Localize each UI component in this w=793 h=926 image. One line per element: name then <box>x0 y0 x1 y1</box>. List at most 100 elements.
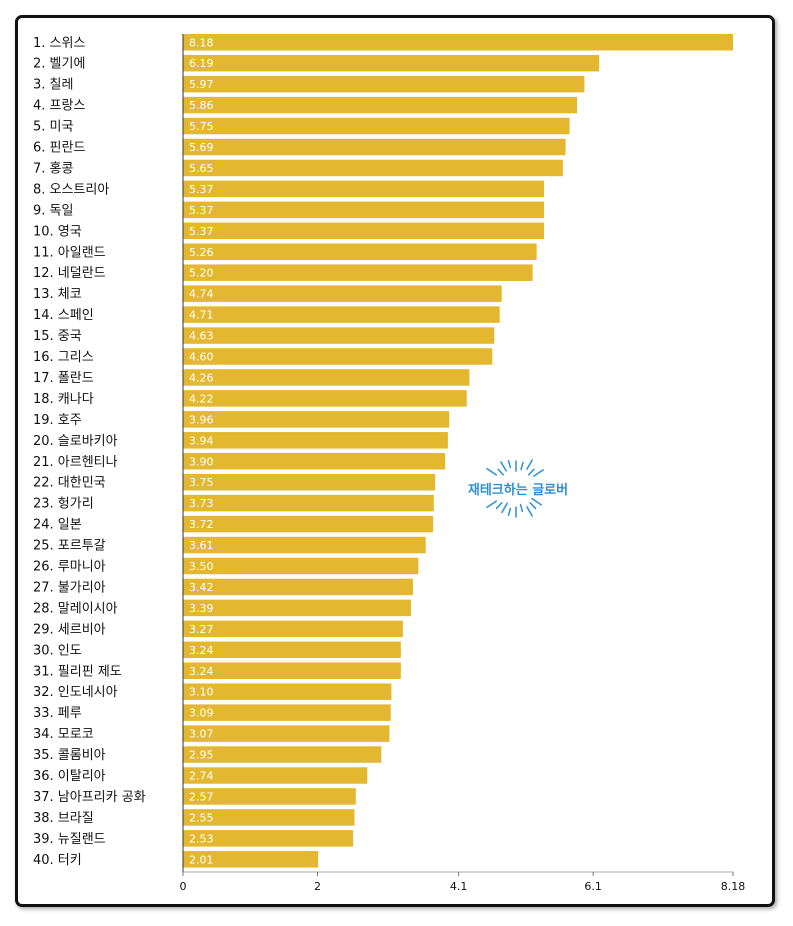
category-label: 29. 세르비아 <box>33 622 106 637</box>
category-label: 25. 포르투갈 <box>33 539 106 554</box>
bar <box>183 117 570 135</box>
bar <box>183 75 585 93</box>
data-label: 3.73 <box>189 497 214 510</box>
x-tick-label: 4.1 <box>450 880 468 893</box>
category-label: 5. 미국 <box>33 120 73 135</box>
bar <box>183 725 390 742</box>
data-label: 3.24 <box>189 644 214 657</box>
bar <box>183 411 450 428</box>
data-label: 3.09 <box>189 707 214 720</box>
category-label: 23. 헝가리 <box>33 497 94 512</box>
x-tick-label: 8.18 <box>721 880 746 893</box>
data-label: 5.20 <box>189 267 214 280</box>
x-tick-label: 0 <box>180 880 187 893</box>
bar <box>183 390 467 407</box>
data-label: 5.37 <box>189 183 214 196</box>
category-label: 16. 그리스 <box>33 350 94 365</box>
bar <box>183 369 470 386</box>
bar <box>183 348 493 365</box>
bar <box>183 180 545 198</box>
x-tick-label: 6.1 <box>584 880 602 893</box>
data-label: 4.74 <box>189 288 214 301</box>
bar <box>183 515 434 533</box>
bar <box>183 767 368 784</box>
category-label: 6. 핀란드 <box>33 141 85 156</box>
category-label: 22. 대한민국 <box>33 476 106 491</box>
data-label: 3.42 <box>189 581 214 594</box>
bar <box>183 641 401 659</box>
bar <box>183 327 495 344</box>
data-label: 5.37 <box>189 204 214 217</box>
data-label: 4.63 <box>189 330 214 343</box>
bar <box>183 96 578 114</box>
bar <box>183 34 733 51</box>
bar <box>183 746 382 763</box>
data-label: 4.22 <box>189 392 214 405</box>
watermark-text: 재테크하는 글로버 <box>467 483 569 498</box>
bar <box>183 222 545 240</box>
category-label: 17. 폴란드 <box>33 371 94 386</box>
category-label: 35. 콜롬비아 <box>33 748 106 763</box>
bar <box>183 599 411 617</box>
data-label: 3.39 <box>189 602 214 615</box>
category-label: 1. 스위스 <box>33 36 85 51</box>
data-label: 5.37 <box>189 225 214 238</box>
category-label: 24. 일본 <box>33 518 82 533</box>
bar <box>183 473 436 491</box>
category-label: 40. 터키 <box>33 853 82 868</box>
category-label: 10. 영국 <box>33 224 82 239</box>
bar <box>183 788 356 805</box>
category-label: 28. 말레이시아 <box>33 601 118 616</box>
category-label: 20. 슬로바키아 <box>33 434 118 449</box>
category-label: 18. 캐나다 <box>33 392 94 407</box>
bar <box>183 306 500 323</box>
data-label: 3.50 <box>189 560 214 573</box>
data-label: 5.65 <box>189 162 214 175</box>
category-label: 8. 오스트리아 <box>33 182 109 197</box>
data-label: 2.57 <box>189 790 214 803</box>
category-label: 19. 호주 <box>33 413 82 428</box>
data-label: 2.55 <box>189 811 214 824</box>
data-label: 3.61 <box>189 539 214 552</box>
bar <box>183 851 319 868</box>
bar <box>183 557 419 575</box>
category-label: 36. 이탈리아 <box>33 769 106 784</box>
data-label: 5.86 <box>189 99 214 112</box>
category-label: 7. 홍콩 <box>33 161 73 176</box>
bar <box>183 138 566 156</box>
data-label: 3.10 <box>189 686 214 699</box>
data-label: 4.60 <box>189 351 214 364</box>
bar <box>183 432 448 449</box>
category-label: 31. 필리핀 제도 <box>33 664 122 679</box>
bar <box>183 830 354 847</box>
category-label: 39. 뉴질랜드 <box>33 832 106 847</box>
data-label: 2.74 <box>189 770 214 783</box>
category-label: 38. 브라질 <box>33 811 94 826</box>
data-label: 3.94 <box>189 434 214 447</box>
category-label: 2. 벨기에 <box>33 57 85 72</box>
bar <box>183 243 537 260</box>
bar <box>183 264 533 281</box>
bar <box>183 683 392 700</box>
sparkle-icon <box>486 459 544 518</box>
data-label: 3.27 <box>189 623 214 636</box>
category-label: 15. 중국 <box>33 329 82 344</box>
category-label: 12. 네덜란드 <box>33 266 106 281</box>
bar <box>183 285 502 302</box>
data-label: 3.90 <box>189 455 214 468</box>
category-label: 26. 루마니아 <box>33 560 106 575</box>
data-label: 3.24 <box>189 665 214 678</box>
category-label: 33. 페루 <box>33 706 82 721</box>
category-label: 32. 인도네시아 <box>33 685 118 700</box>
data-label: 4.71 <box>189 309 214 322</box>
bar <box>183 809 355 826</box>
data-label: 3.07 <box>189 728 214 741</box>
category-label: 3. 칠레 <box>33 78 73 93</box>
bar <box>183 201 545 219</box>
x-tick-label: 2 <box>314 880 321 893</box>
bar <box>183 159 563 177</box>
bar <box>183 662 401 679</box>
category-label: 37. 남아프리카 공화 <box>33 790 146 805</box>
data-label: 2.95 <box>189 749 214 762</box>
